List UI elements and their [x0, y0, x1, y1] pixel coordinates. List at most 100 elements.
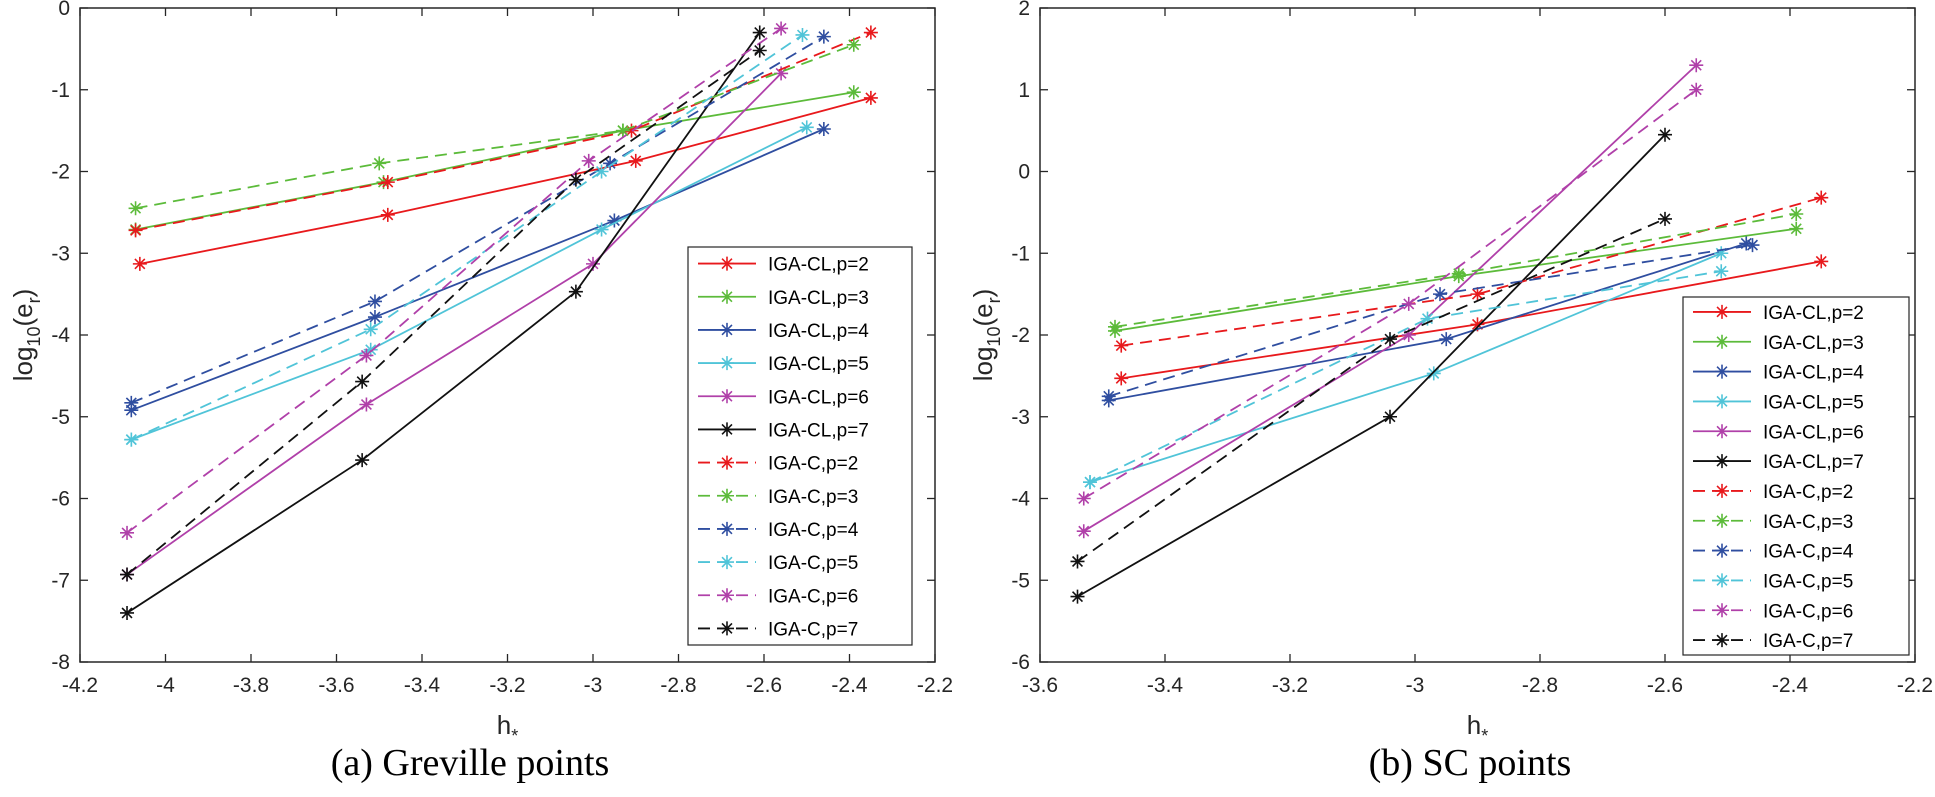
series-iga-c-p-6: [120, 21, 789, 540]
x-tick-label: -3: [584, 674, 603, 697]
y-tick-label: -6: [1011, 651, 1030, 674]
data-point: [367, 310, 382, 325]
legend-entry: IGA-C,p=4: [698, 520, 859, 541]
data-point: [816, 121, 831, 136]
data-point: [367, 294, 382, 309]
data-point: [1070, 589, 1085, 604]
legend-marker: [1715, 573, 1729, 588]
series-line: [135, 43, 855, 210]
legend-entry: IGA-CL,p=7: [698, 420, 869, 441]
legend-entry: IGA-C,p=3: [1693, 512, 1853, 533]
series-iga-cl-p-7: [120, 25, 767, 620]
legend-label: IGA-C,p=4: [768, 520, 859, 541]
legend-label: IGA-C,p=3: [1763, 512, 1853, 533]
data-point: [1739, 236, 1754, 251]
legend-label: IGA-CL,p=7: [768, 420, 869, 441]
data-point: [863, 25, 878, 40]
series-iga-c-p-3: [128, 37, 861, 216]
legend-marker: [720, 389, 734, 404]
x-tick-label: -2.6: [1647, 674, 1683, 697]
data-point: [774, 21, 789, 36]
legend-label: IGA-C,p=2: [1763, 482, 1853, 503]
data-point: [132, 256, 147, 271]
series-iga-c-p-6: [1076, 82, 1704, 506]
data-point: [1470, 317, 1485, 332]
legend-marker: [720, 356, 734, 371]
x-tick-label: -2.4: [1772, 674, 1809, 697]
x-tick-label: -3.6: [1022, 674, 1058, 697]
data-point: [568, 284, 583, 299]
legend-label: IGA-CL,p=4: [768, 321, 869, 342]
data-point: [1689, 82, 1704, 97]
data-point: [1714, 246, 1729, 261]
data-point: [1789, 221, 1804, 236]
series-line: [135, 91, 854, 231]
legend-marker: [1715, 483, 1729, 498]
legend-label: IGA-C,p=7: [1763, 631, 1853, 652]
series-iga-c-p-5: [1083, 264, 1729, 490]
data-point: [594, 164, 609, 179]
legend-entry: IGA-CL,p=3: [1693, 333, 1864, 354]
legend-box: [687, 246, 913, 646]
legend-box: [1682, 296, 1910, 656]
data-point: [124, 432, 139, 447]
data-point: [1426, 366, 1441, 381]
legend-entry: IGA-C,p=5: [1693, 571, 1853, 592]
data-point: [1401, 328, 1416, 342]
data-point: [120, 567, 135, 582]
legend-entry: IGA-C,p=7: [1693, 631, 1853, 652]
y-axis-label-close: ): [8, 289, 38, 298]
data-point: [1114, 371, 1129, 386]
legend: IGA-CL,p=2 IGA-CL,p=3 IGA-CL,p=4 IGA-CL,p=5…: [687, 246, 913, 646]
series-line: [1083, 64, 1697, 532]
x-tick-label: -2.2: [917, 674, 953, 697]
legend-marker: [1715, 304, 1729, 319]
data-point: [615, 123, 630, 138]
x-tick-label: -4: [156, 674, 175, 697]
x-tick-label: -3.8: [233, 674, 269, 697]
data-point: [1076, 524, 1091, 539]
series-line: [130, 35, 825, 404]
y-tick-label: -2: [1011, 324, 1030, 347]
y-tick-label: 2: [1018, 0, 1030, 20]
legend-entry: IGA-CL,p=5: [698, 354, 869, 375]
data-point: [1083, 475, 1097, 490]
data-point: [1470, 287, 1485, 302]
series-iga-c-p-2: [128, 25, 878, 238]
x-tick-label: -2.8: [1522, 674, 1558, 697]
series-line: [130, 126, 808, 441]
x-axis-label-sub: *: [511, 726, 518, 746]
x-axis-label-sub: *: [1481, 726, 1488, 746]
legend-label: IGA-CL,p=5: [1763, 392, 1864, 413]
legend-marker: [1715, 513, 1729, 528]
data-point: [1401, 296, 1416, 311]
data-point: [1383, 332, 1397, 347]
chart-caption: (a) Greville points: [331, 742, 610, 784]
legend-label: IGA-CL,p=2: [1763, 303, 1864, 324]
legend: IGA-CL,p=2 IGA-CL,p=3 IGA-CL,p=4 IGA-CL,p=5…: [1682, 296, 1910, 656]
y-axis-label: log10(er): [8, 289, 44, 382]
y-tick-label: 0: [1018, 161, 1030, 184]
series-iga-cl-p-4: [124, 121, 831, 418]
data-point: [799, 120, 814, 135]
data-point: [774, 66, 789, 81]
legend-marker: [720, 455, 734, 470]
y-tick-label: -8: [51, 651, 70, 674]
y-axis-label-close: ): [968, 289, 998, 298]
chart-caption: (b) SC points: [1369, 742, 1572, 784]
legend-marker: [720, 289, 734, 304]
legend-label: IGA-CL,p=3: [1763, 333, 1864, 354]
data-point: [1714, 264, 1729, 279]
legend-entry: IGA-CL,p=5: [1693, 392, 1864, 413]
legend-entry: IGA-C,p=7: [698, 619, 858, 640]
series-line: [1089, 252, 1722, 484]
data-point: [1745, 238, 1760, 253]
legend-marker: [1715, 334, 1729, 349]
y-tick-label: -1: [51, 79, 70, 102]
data-point: [1383, 409, 1397, 424]
data-point: [863, 90, 878, 105]
legend-entry: IGA-CL,p=6: [1693, 422, 1864, 443]
y-axis-label: log10(er): [968, 289, 1004, 382]
y-tick-label: -5: [1011, 569, 1030, 592]
